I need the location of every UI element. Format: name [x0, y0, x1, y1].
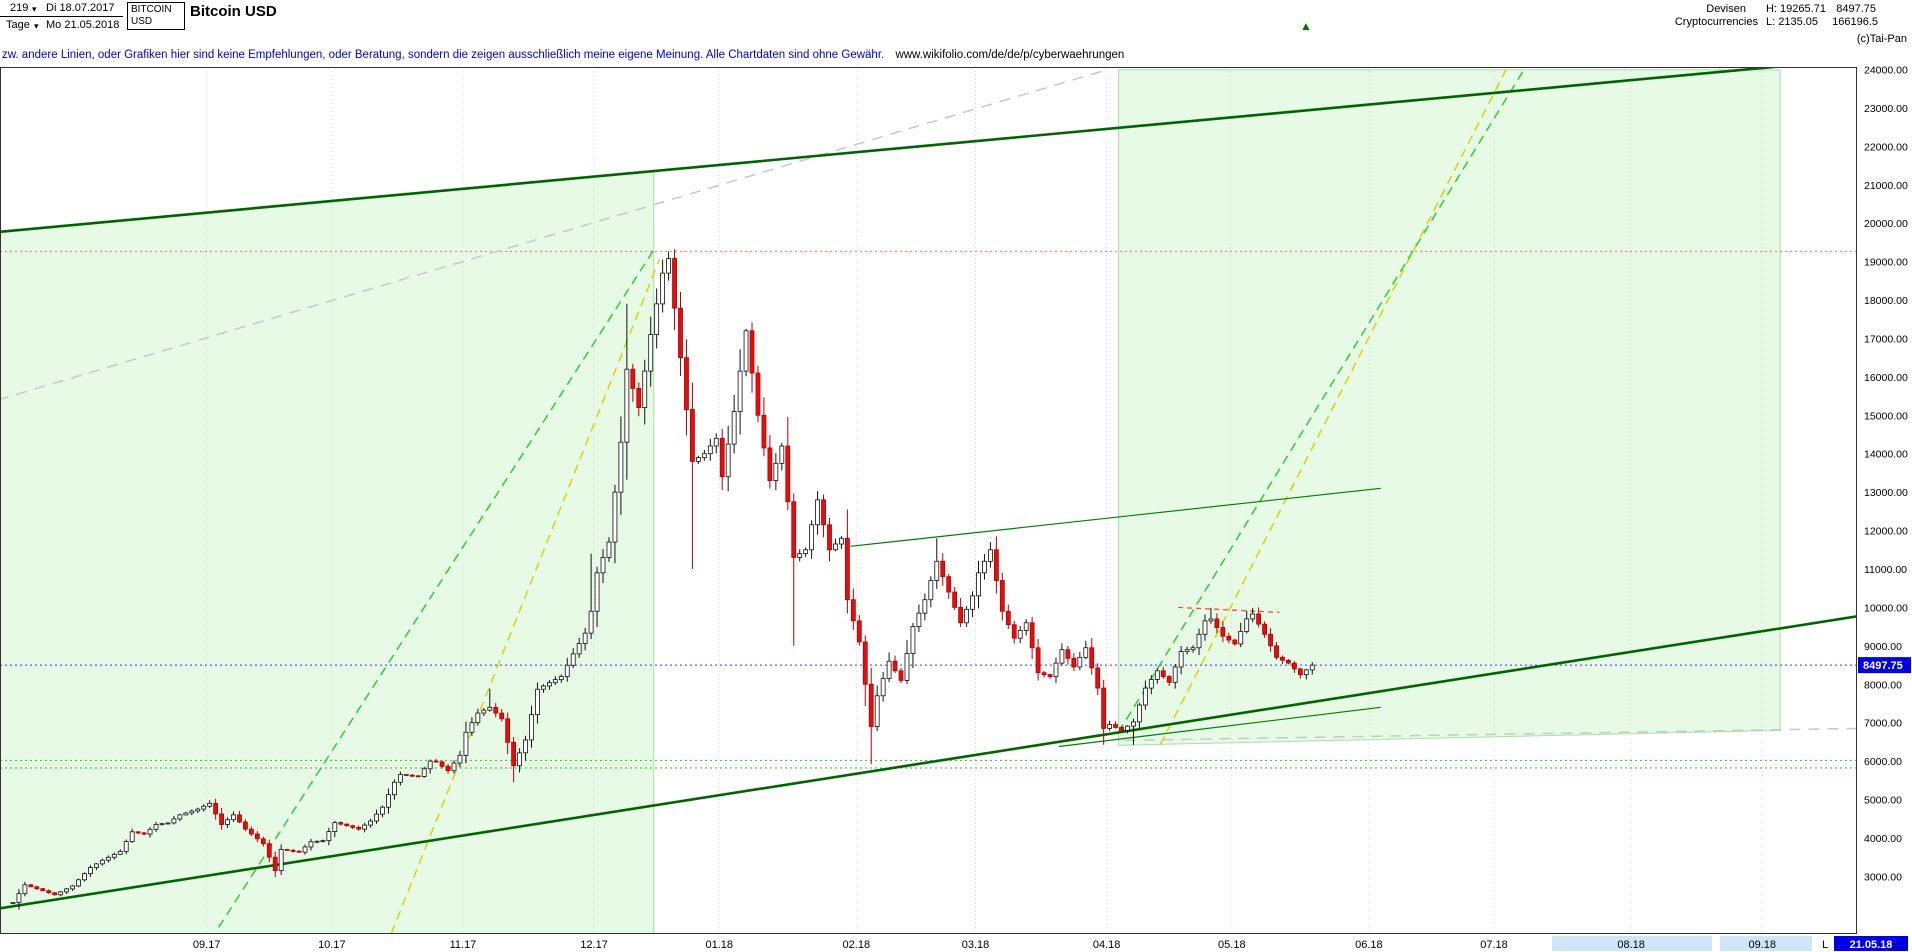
disclaimer-text: zw. andere Linien, oder Grafiken hier si…: [2, 49, 885, 61]
subcategory-label: Cryptocurrencies: [1674, 16, 1758, 28]
chart-surface[interactable]: [0, 67, 1857, 934]
last-price-tag: [1858, 657, 1911, 674]
plot-area: [0, 59, 1858, 934]
disclaimer: zw. andere Linien, oder Grafiken hier si…: [2, 49, 1124, 61]
minor-support[interactable]: [1058, 706, 1381, 748]
gray-support-low[interactable]: [1124, 727, 1858, 742]
last-date-tag-label: 21.05.18: [1850, 939, 1893, 951]
price-tick-label: 24000.00: [1864, 64, 1908, 76]
time-tick-label: 09.18: [1748, 939, 1776, 951]
price-tick-label: 23000.00: [1864, 103, 1908, 115]
interval-select[interactable]: Tage: [6, 19, 30, 31]
price-tick-label: 19000.00: [1864, 257, 1908, 269]
price-tick-label: 9000.00: [1864, 641, 1902, 653]
price-tick-label: 16000.00: [1864, 372, 1908, 384]
second-value-label: 166196.5: [1832, 16, 1878, 28]
last-label: L: [1822, 939, 1828, 951]
short-red-resistance[interactable]: [1178, 606, 1280, 614]
time-tick-label: 12.17: [580, 939, 608, 951]
last-value-label: 8497.75: [1836, 3, 1876, 15]
price-tick-label: 17000.00: [1864, 333, 1908, 345]
price-tick-label: 11000.00: [1864, 564, 1907, 576]
upper-channel[interactable]: [0, 59, 1858, 234]
category-label: Devisen: [1706, 3, 1746, 15]
chevron-down-icon[interactable]: ▾: [34, 21, 39, 31]
time-tick-label: 05.18: [1218, 939, 1246, 951]
last-price-tag-label: 8497.75: [1863, 660, 1903, 672]
mid-resistance[interactable]: [850, 487, 1381, 547]
candlesticks: [10, 249, 1315, 910]
price-tick-label: 6000.00: [1864, 756, 1902, 768]
wikifolio-url: www.wikifolio.com/de/de/p/cyberwaehrunge…: [895, 49, 1125, 61]
copyright-label: (c)Tai-Pan: [1856, 33, 1907, 45]
fan-yellow-right[interactable]: [1159, 69, 1507, 745]
time-tick-label: 07.18: [1480, 939, 1508, 951]
symbol-line2: USD: [131, 16, 153, 27]
lower-channel[interactable]: [0, 615, 1858, 910]
price-tick-label: 13000.00: [1864, 487, 1908, 499]
end-date-label: Mo 21.05.2018: [46, 19, 120, 31]
time-tick-label: 03.18: [962, 939, 990, 951]
time-axis: 09.17 10.17 11.17 12.17 01.18 02.18 03.18 04.18…: [193, 936, 1908, 951]
price-tick-label: 22000.00: [1864, 141, 1908, 153]
period-high-label: H: 19265.71: [1766, 3, 1826, 15]
price-tick-label: 4000.00: [1864, 833, 1902, 845]
gray-channel-upper[interactable]: [0, 69, 1107, 401]
chevron-down-icon[interactable]: ▾: [32, 4, 37, 14]
accel-up-right[interactable]: [1117, 69, 1525, 733]
toolbar-divider: [0, 16, 123, 17]
time-tick-label: 11.17: [450, 939, 477, 951]
last-date-tag: [1834, 936, 1908, 951]
axis-highlight: [1552, 936, 1712, 951]
time-tick-label: 10.17: [318, 939, 346, 951]
time-tick-label: 02.18: [843, 939, 871, 951]
price-tick-label: 8000.00: [1864, 679, 1902, 691]
time-tick-label: 04.18: [1093, 939, 1121, 951]
time-tick-label: 09.17: [193, 939, 221, 951]
symbol-line1: BITCOIN: [131, 4, 172, 15]
price-tick-label: 20000.00: [1864, 218, 1908, 230]
fan-yellow-left[interactable]: [390, 258, 661, 934]
price-tick-label: 7000.00: [1864, 718, 1902, 730]
price-axis: 24000.00 23000.00 22000.00 21000.00 20000.00…: [1864, 64, 1908, 883]
price-tick-label: 14000.00: [1864, 449, 1908, 461]
axis-highlight: [1720, 936, 1812, 951]
price-tick-label: 5000.00: [1864, 795, 1902, 807]
price-tick-label: 12000.00: [1864, 526, 1908, 538]
chart-title: Bitcoin USD: [190, 3, 277, 20]
start-date-label: Di 18.07.2017: [46, 2, 115, 14]
price-tick-label: 21000.00: [1864, 180, 1908, 192]
time-tick-label: 08.18: [1617, 939, 1645, 951]
price-tick-label: 18000.00: [1864, 295, 1908, 307]
bars-count-select[interactable]: 219: [10, 2, 29, 14]
period-low-label: L: 2135.05: [1766, 16, 1818, 28]
price-tick-label: 10000.00: [1864, 602, 1908, 614]
symbol-input[interactable]: BITCOIN USD: [127, 2, 185, 30]
time-tick-label: 01.18: [705, 939, 733, 951]
plot-frame: [0, 67, 1857, 934]
time-tick-label: 06.18: [1355, 939, 1383, 951]
price-tick-label: 15000.00: [1864, 410, 1908, 422]
price-tick-label: 3000.00: [1864, 871, 1902, 883]
scroll-up-icon[interactable]: ▲: [1300, 19, 1312, 33]
